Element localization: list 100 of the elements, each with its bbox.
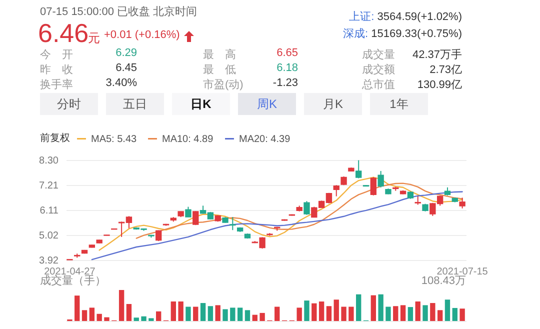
bar <box>415 301 420 321</box>
text: 总市值 <box>362 78 395 92</box>
y-tick-label: 5.02 <box>39 230 59 242</box>
bar <box>104 317 110 321</box>
bar <box>326 306 332 321</box>
bar <box>378 294 384 321</box>
text: 最 高 <box>203 48 236 62</box>
legend-label: MA10: 4.89 <box>162 134 214 145</box>
text: 元 <box>88 30 100 47</box>
tab-button: 周K <box>238 93 296 115</box>
bar <box>237 308 243 321</box>
chart-title: 成交量（手） <box>40 274 106 287</box>
bar <box>318 301 324 321</box>
tab-button: 五日 <box>106 93 164 115</box>
bar <box>430 303 436 321</box>
bar <box>356 294 362 321</box>
bar <box>400 305 406 321</box>
bar <box>444 300 450 321</box>
text: 42.37万手 <box>412 48 462 62</box>
text: 6.45 <box>116 62 137 74</box>
tab-button: 月K <box>304 93 362 115</box>
text: 昨 收 <box>40 63 73 77</box>
text: +0.01 (+0.16%) <box>104 29 180 41</box>
bar <box>96 314 102 321</box>
candlestick <box>333 184 340 197</box>
candlestick <box>356 160 362 179</box>
bar <box>126 304 132 321</box>
text: 成交额 <box>362 62 395 77</box>
bar <box>437 310 443 321</box>
bar <box>422 305 428 321</box>
y-tick-label: 3.92 <box>39 256 59 266</box>
tab-button: 日K <box>172 93 230 115</box>
bar <box>215 305 220 321</box>
tab-button: 分时 <box>40 93 98 115</box>
y-tick-label: 7.21 <box>39 180 59 192</box>
text: -1.23 <box>272 77 298 89</box>
legend-title: 前复权 <box>40 132 70 144</box>
candlestick <box>459 197 466 209</box>
bar <box>260 312 265 321</box>
bar <box>230 308 236 321</box>
bar <box>148 318 154 321</box>
text: 成交量 <box>362 48 395 62</box>
text: 市盈(动) <box>203 78 244 92</box>
bar <box>348 306 354 321</box>
bar <box>244 310 250 321</box>
candlestick <box>304 200 310 216</box>
bar <box>334 300 339 321</box>
bar <box>452 308 458 321</box>
bar <box>193 306 198 321</box>
bar <box>460 308 465 321</box>
text: 07-15 15:00:00 已收盘 北京时间 <box>40 4 198 19</box>
legend-label: MA5: 5.43 <box>91 134 138 145</box>
candlestick <box>192 210 199 226</box>
text: 3564.59(+1.02%) <box>376 11 462 23</box>
candlestick <box>378 170 384 188</box>
bar <box>341 306 346 321</box>
text: 2.73亿 <box>430 63 462 77</box>
bar <box>178 301 184 321</box>
bar <box>274 306 280 321</box>
text: 今 开 <box>40 48 73 62</box>
bar <box>386 306 391 321</box>
bar <box>82 310 88 321</box>
bar <box>312 303 317 321</box>
text: 6.65 <box>276 47 298 59</box>
bar <box>74 296 80 321</box>
tab-button: 1年 <box>370 93 428 115</box>
text: 130.99亿 <box>417 78 462 92</box>
bar <box>296 308 302 321</box>
text: 换手率 <box>40 78 73 92</box>
bar <box>304 300 310 321</box>
text: 6.18 <box>276 62 298 74</box>
bar <box>200 303 206 321</box>
candlestick <box>230 216 236 231</box>
text: 108.43万 <box>421 275 466 287</box>
text: 深成: <box>343 28 368 40</box>
legend-label: MA20: 4.39 <box>239 134 291 145</box>
bar <box>118 290 124 321</box>
text: 6.29 <box>116 47 137 59</box>
bar <box>252 314 258 321</box>
bar <box>208 306 214 321</box>
bar <box>408 307 414 321</box>
y-tick-label: 6.11 <box>40 206 59 216</box>
text: 上证: <box>349 11 374 23</box>
text: 最 低 <box>203 63 236 77</box>
text: 3.40% <box>106 77 137 89</box>
text: 15169.33(+0.75%) <box>370 28 462 40</box>
bar <box>393 306 398 321</box>
candlestick <box>370 176 376 196</box>
text: 6.46 <box>38 18 89 49</box>
bar <box>141 316 146 321</box>
bar <box>156 311 162 321</box>
bar <box>89 308 95 321</box>
bar <box>370 295 376 321</box>
y-tick-label: 8.30 <box>39 156 59 166</box>
line-series <box>91 191 463 260</box>
bar <box>186 306 191 321</box>
bar <box>170 301 176 321</box>
candlestick <box>185 206 192 218</box>
bar <box>134 318 139 321</box>
bar <box>222 309 228 321</box>
